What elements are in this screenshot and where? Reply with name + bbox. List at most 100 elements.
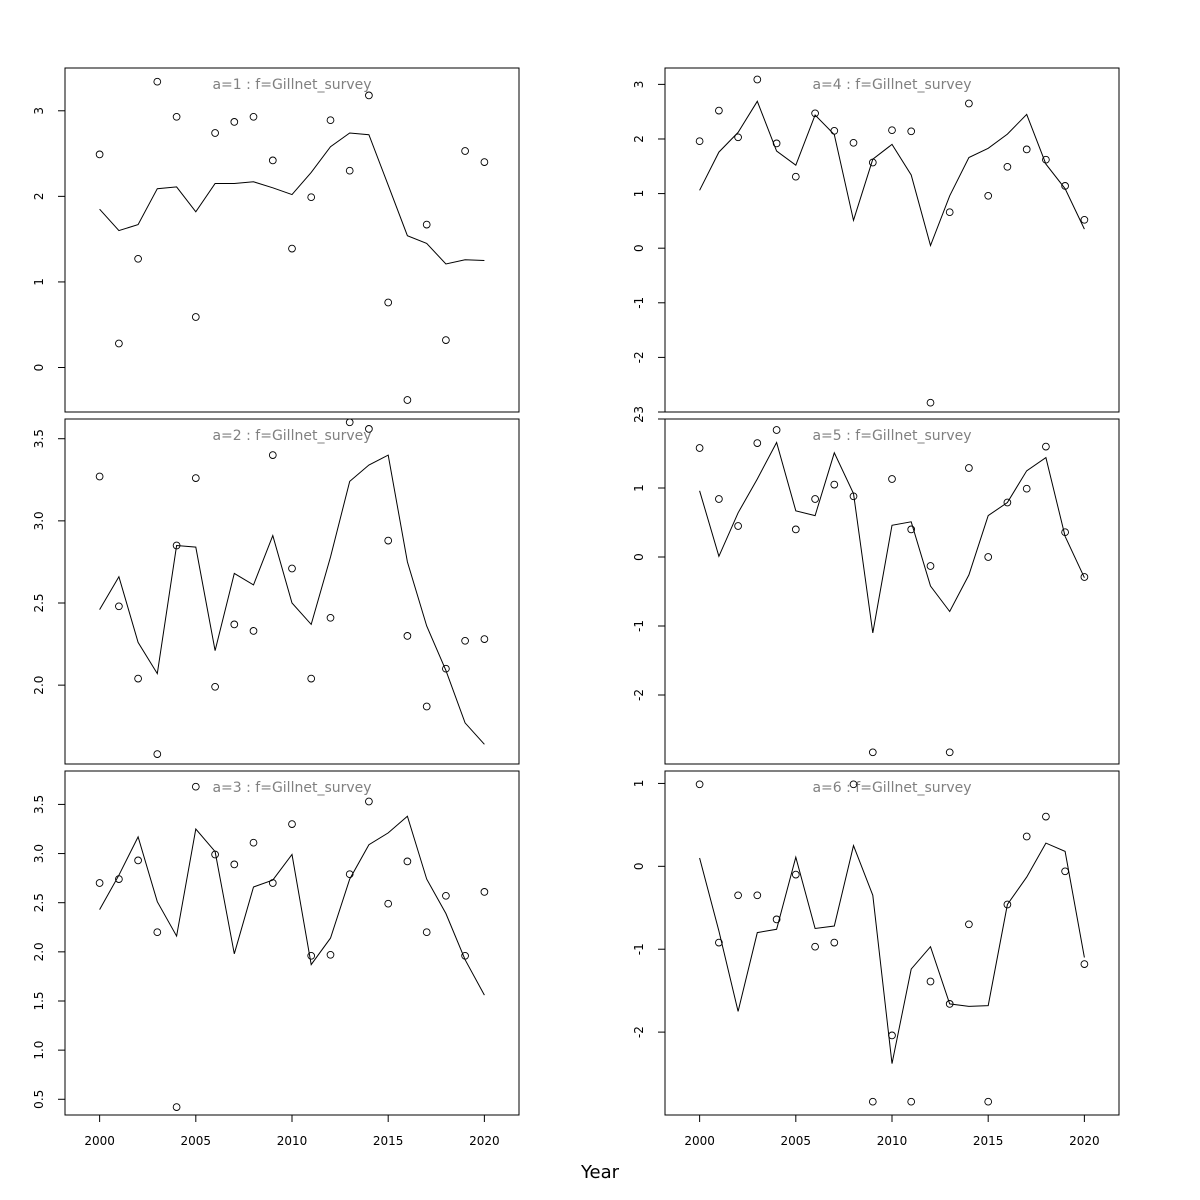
panel-title: a=5 : f=Gillnet_survey: [812, 428, 971, 444]
y-tick-label: 2.5: [32, 893, 46, 912]
observed-point: [734, 133, 742, 142]
observed-point: [868, 1097, 877, 1106]
panel-title: a=4 : f=Gillnet_survey: [812, 77, 971, 93]
observed-point: [95, 150, 104, 159]
observed-point: [230, 620, 239, 629]
observed-point: [849, 138, 858, 147]
observed-point: [926, 562, 935, 570]
y-tick-label: 2.5: [32, 593, 46, 612]
observed-point: [984, 1097, 993, 1106]
y-tick-label: 0: [632, 244, 646, 252]
y-tick-label: 3: [32, 107, 46, 115]
panel-title: a=3 : f=Gillnet_survey: [212, 780, 371, 796]
observed-point: [811, 942, 819, 951]
observed-point: [811, 109, 819, 118]
observed-point: [1022, 832, 1031, 841]
observed-point: [268, 156, 277, 165]
observed-point: [695, 444, 704, 452]
observed-point: [695, 137, 704, 146]
y-tick-label: 2: [632, 415, 646, 423]
panel-title: a=2 : f=Gillnet_survey: [212, 428, 371, 444]
observed-point: [384, 899, 393, 908]
panel-title: a=1 : f=Gillnet_survey: [212, 77, 371, 93]
y-tick-label: 2.0: [32, 676, 46, 695]
x-tick-label: 2015: [973, 1134, 1004, 1148]
x-tick-label: 2005: [181, 1134, 212, 1148]
observed-point: [288, 564, 296, 573]
observed-point: [1022, 484, 1031, 493]
observed-point: [1003, 498, 1012, 507]
observed-point: [268, 451, 277, 459]
observed-point: [191, 782, 200, 791]
x-axis-title: Year: [580, 1162, 620, 1183]
observed-point: [442, 664, 450, 673]
observed-point: [384, 536, 393, 545]
observed-point: [172, 112, 181, 121]
y-tick-label: 2: [32, 193, 46, 201]
observed-point: [307, 674, 316, 683]
fitted-line: [699, 441, 1085, 633]
observed-point: [984, 553, 993, 561]
panel-2: a=4 : f=Gillnet_survey -3 -2 -1 0 1 2 3: [632, 67, 1120, 418]
observed-point: [153, 928, 162, 937]
panel-grid: a=1 : f=Gillnet_survey 0 1 2 3 a=4 : f=Gillne…: [32, 67, 1120, 1148]
y-tick-label: -1: [632, 297, 646, 309]
observed-point: [249, 838, 258, 847]
observed-point: [791, 525, 800, 534]
observed-point: [753, 891, 762, 900]
observed-point: [753, 75, 762, 84]
y-tick-label: 1: [632, 190, 646, 198]
observed-point: [926, 977, 935, 986]
observed-point: [403, 396, 412, 404]
observed-point: [422, 220, 431, 229]
y-tick-label: 1: [32, 278, 46, 286]
observed-point: [288, 820, 296, 828]
x-tick-label: 2015: [373, 1134, 404, 1148]
fitted-line: [99, 815, 485, 996]
observed-point: [480, 888, 489, 896]
observed-point: [211, 682, 219, 691]
x-tick-label: 2010: [277, 1134, 308, 1148]
y-tick-label: 3.0: [32, 844, 46, 863]
observed-point: [422, 928, 431, 937]
observed-point: [326, 613, 335, 622]
y-tick-label: 2.0: [32, 942, 46, 961]
y-tick-label: -3: [632, 406, 646, 418]
observed-point: [307, 951, 316, 960]
observed-point: [1042, 812, 1050, 821]
fitted-line: [699, 842, 1085, 1064]
observed-point: [95, 472, 104, 481]
y-tick-label: 1: [632, 484, 646, 492]
observed-point: [1003, 900, 1012, 909]
x-tick-label: 2000: [684, 1134, 715, 1148]
panel-6: a=6 : f=Gillnet_survey -2 -1 0 1 2000 2005 2010…: [632, 770, 1120, 1148]
observed-point: [945, 208, 954, 217]
observed-point: [191, 313, 200, 321]
observed-point: [422, 702, 431, 711]
observed-point: [907, 525, 916, 534]
observed-point: [715, 106, 723, 115]
observed-point: [695, 780, 704, 789]
observed-point: [791, 870, 800, 879]
observed-point: [480, 635, 489, 643]
observed-point: [965, 99, 973, 108]
observed-point: [211, 129, 219, 137]
observed-point: [715, 495, 723, 503]
panel-3: a=2 : f=Gillnet_survey 2.0 2.5 3.0 3.5: [32, 418, 520, 765]
observed-point: [1003, 162, 1012, 171]
fitted-line: [99, 132, 485, 265]
observed-point: [480, 158, 489, 166]
observed-point: [172, 1103, 181, 1111]
observed-point: [734, 522, 742, 530]
observed-point: [830, 938, 839, 947]
x-tick-label: 2005: [781, 1134, 812, 1148]
observed-point: [907, 1097, 916, 1106]
observed-point: [868, 748, 877, 757]
y-tick-label: -1: [632, 943, 646, 955]
observed-point: [1080, 960, 1089, 968]
observed-point: [95, 879, 104, 887]
observed-point: [945, 748, 954, 757]
y-tick-label: 0: [32, 364, 46, 372]
observed-point: [734, 891, 742, 900]
